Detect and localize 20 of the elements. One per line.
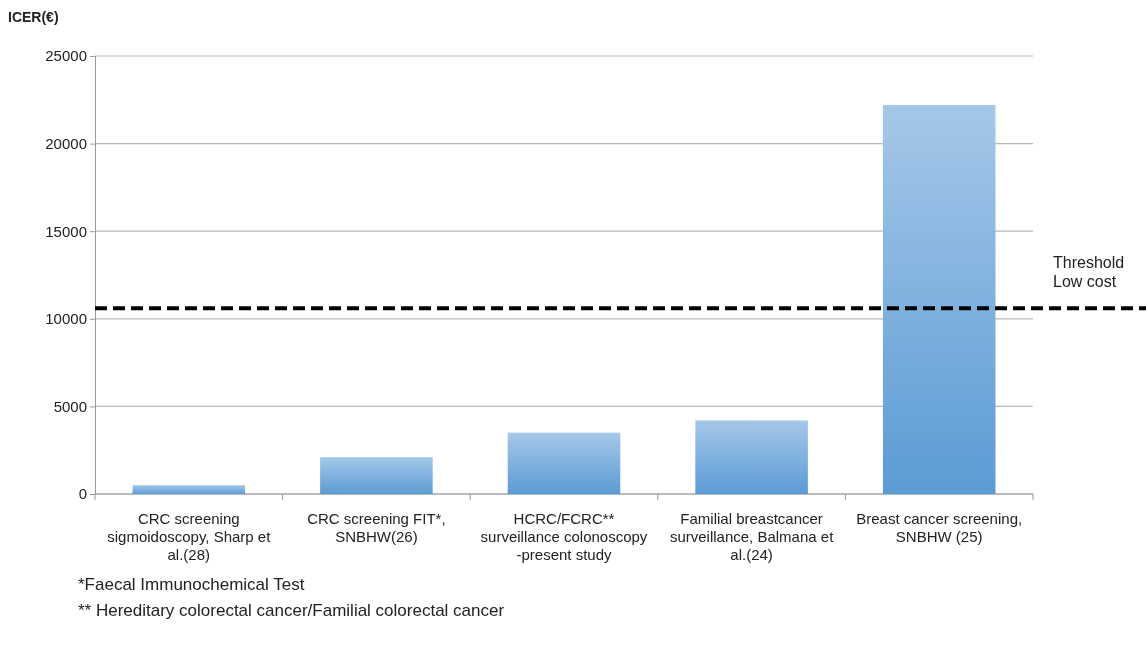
x-tick-label: Familial breastcancer surveillance, Balmana et al.(24) [669,510,835,563]
x-tick-label: Breast cancer screening, SNBHW (25) [856,510,1023,545]
y-tick-label: 15000 [45,222,87,240]
bar [695,420,808,494]
y-tick-label: 25000 [45,47,87,65]
bar [882,105,996,494]
y-tick-label: 5000 [53,397,87,415]
bar [132,485,246,494]
y-tick-label: 10000 [45,310,87,328]
x-tick-label: CRC screening sigmoidoscopy, Sharp et al.(28) [107,510,272,563]
ref-line-label: Threshold Low cost [1053,254,1125,291]
text: *Faecal Immunochemical Test [78,575,305,594]
x-tick-label: HCRC/FCRC** surveillance colonoscopy -present study [480,510,648,563]
x-tick-label: CRC screening FIT*, SNBHW(26) [307,510,446,545]
bar [507,432,621,494]
y-axis-title: ICER(€) [8,9,59,25]
bar [320,457,433,494]
y-tick-label: 0 [78,485,87,503]
text: ** Hereditary colorectal cancer/Familial colorectal cancer [78,601,505,620]
y-tick-label: 20000 [45,134,87,152]
